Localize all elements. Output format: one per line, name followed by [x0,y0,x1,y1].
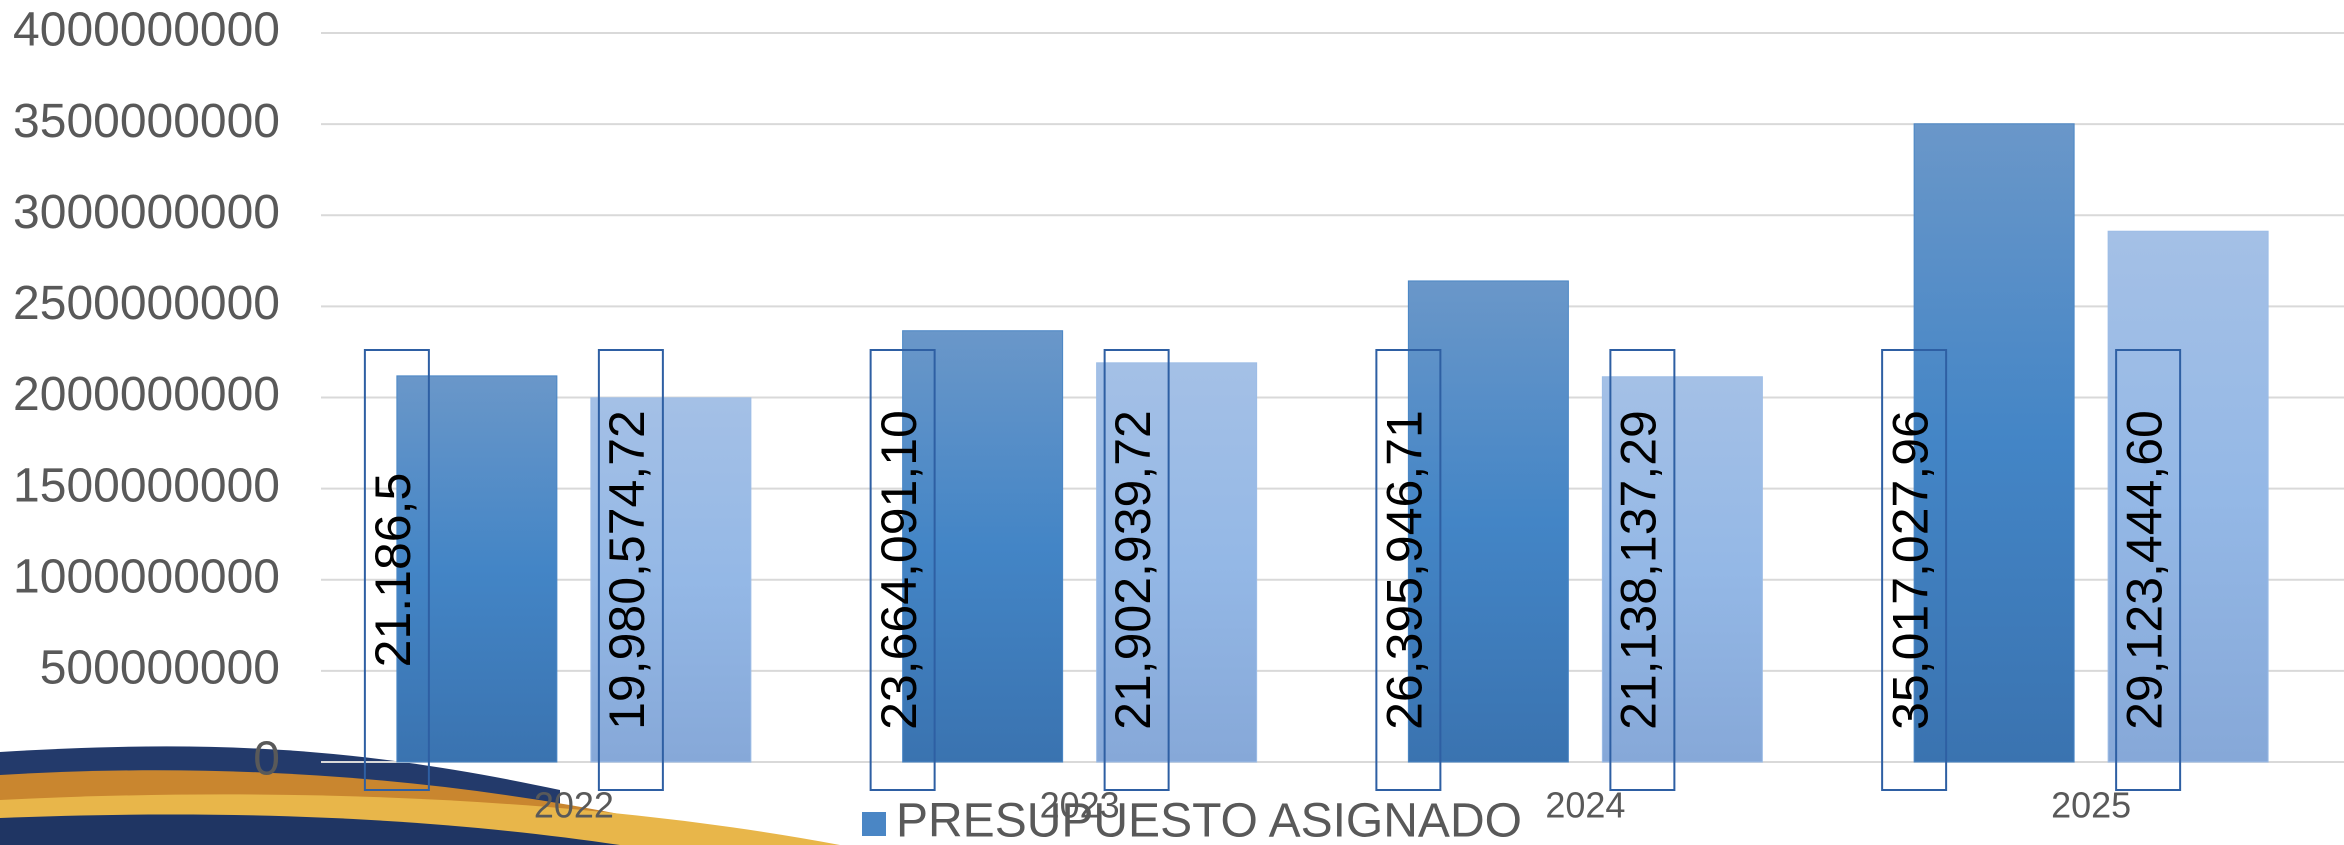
legend-swatch [862,812,886,836]
data-label-box [869,349,936,791]
data-label: 21,138,137,29 [1611,410,1667,730]
bar [396,375,558,763]
y-tick-label: 1500000000 [13,459,280,512]
bar [590,397,752,763]
data-label: 26,395,946,71 [1377,410,1433,730]
y-tick-label: 3500000000 [13,95,280,148]
bars [396,123,2269,763]
bar [1913,123,2075,763]
bar [902,330,1064,763]
data-label-box [363,349,430,791]
bar [1407,280,1569,763]
decoration [0,746,840,845]
x-tick-label: 2025 [2051,785,2131,826]
bar [2107,230,2269,763]
x-tick-label: 2023 [1040,785,1120,826]
data-label: 21.186,5 [365,473,421,668]
legend-label: PRESUPUESTO ASIGNADO [896,795,1522,845]
data-label: 21,902,939,72 [1105,410,1161,730]
y-tick-label: 3000000000 [13,186,280,239]
data-label-box [2115,349,2182,791]
data-label-box [1609,349,1676,791]
x-tick-label: 2022 [534,785,614,826]
labels: 0 500000000 1000000000 1500000000 2000000000… [13,4,2182,826]
y-tick-label: 2000000000 [13,368,280,421]
bar [1096,362,1258,763]
x-tick-label: 2024 [1545,785,1625,826]
data-label-box [1103,349,1170,791]
bar [1601,376,1763,763]
data-label: 29,123,444,60 [2116,410,2172,730]
y-tick-label: 2500000000 [13,277,280,330]
data-label-box [597,349,664,791]
data-label-box [1375,349,1442,791]
data-label: 19,980,574,72 [599,410,655,730]
legend: PRESUPUESTO ASIGNADO [862,795,1522,845]
y-tick-label: 4000000000 [13,4,280,57]
data-label: 23,664,091,10 [871,410,927,730]
y-tick-label: 500000000 [40,642,280,695]
data-label-box [1881,349,1948,791]
y-tick-label: 1000000000 [13,550,280,603]
data-label: 35,017,027,96 [1882,410,1938,730]
y-tick-label: 0 [253,733,280,786]
